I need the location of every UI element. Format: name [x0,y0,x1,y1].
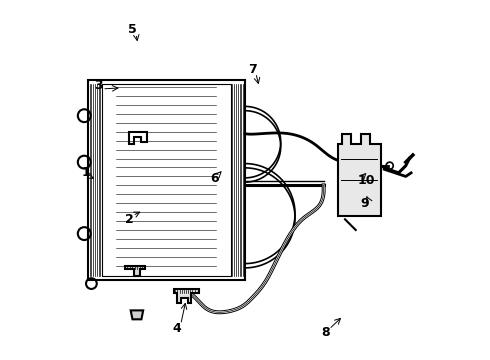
Text: 9: 9 [360,197,369,210]
Polygon shape [173,289,198,303]
Text: 8: 8 [321,327,330,339]
Text: 1: 1 [82,166,91,179]
Text: 3: 3 [94,79,103,92]
Text: 5: 5 [128,23,137,36]
Polygon shape [338,134,381,216]
Polygon shape [125,266,145,276]
Text: 4: 4 [173,322,181,335]
Text: 7: 7 [248,63,257,76]
Bar [88,80,245,280]
Text: 10: 10 [358,174,375,186]
Polygon shape [131,310,143,319]
Bar [102,84,231,276]
Text: 6: 6 [210,172,219,185]
Text: 2: 2 [124,213,133,226]
